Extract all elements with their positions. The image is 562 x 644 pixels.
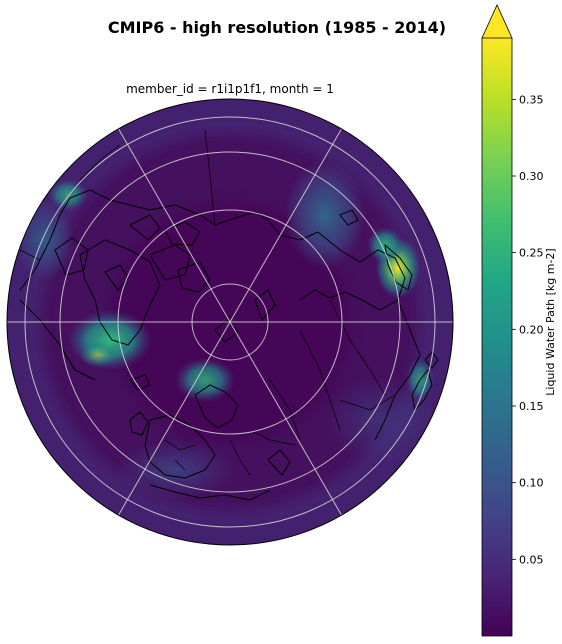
panel-title: member_id = r1i1p1f1, month = 1 (126, 82, 334, 96)
colorbar-tick-label: 0.15 (519, 400, 544, 413)
gridlines (7, 116, 453, 528)
colorbar-tick-label: 0.20 (519, 323, 544, 336)
colorbar-tick-label: 0.30 (519, 170, 544, 183)
colorbar-outline (481, 38, 513, 637)
coastlines (19, 189, 439, 501)
feature-north-pacific (285, 160, 365, 270)
colorbar-tick-label: 0.35 (519, 93, 544, 106)
colorbar: 0.05 0.10 0.15 0.20 0.25 0.30 0.35 Liquid Wate… (481, 4, 557, 637)
colorbar-gradient (482, 38, 512, 636)
colorbar-ticks: 0.05 0.10 0.15 0.20 0.25 0.30 0.35 (512, 93, 544, 566)
polar-map (6, 98, 454, 546)
colorbar-tick-label: 0.05 (519, 553, 544, 566)
feature-gulf-of-alaska (48, 179, 88, 211)
colorbar-extend-arrow (481, 4, 513, 39)
feature-pacific-northwest (15, 200, 75, 280)
feature-western-europe (115, 440, 235, 500)
colorbar-label: Liquid Water Path [kg m-2] (544, 248, 557, 395)
country-borders (19, 129, 396, 476)
map-field (7, 99, 453, 545)
figure-title: CMIP6 - high resolution (1985 - 2014) (107, 18, 447, 37)
colorbar-tick-label: 0.10 (519, 477, 544, 490)
map-boundary (6, 98, 454, 546)
colorbar-tick-label: 0.25 (519, 247, 544, 260)
